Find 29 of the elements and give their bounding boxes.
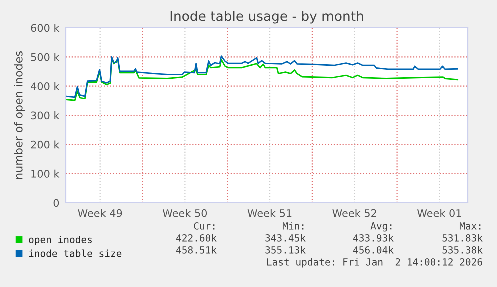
y-tick-label: 300 k xyxy=(31,112,60,120)
x-tick-label: Week 01 xyxy=(418,209,462,218)
text: 456.04k xyxy=(354,246,394,254)
text: Min: xyxy=(282,222,304,230)
text: Last update: Fri Jan 2 14:00:12 2026 xyxy=(267,258,482,268)
y-tick-label: 0 xyxy=(54,199,60,208)
x-tick-label: Week 50 xyxy=(162,209,208,218)
y-tick-label: 100 k xyxy=(32,170,60,178)
chart-title: Inode table usage - by month xyxy=(170,11,364,24)
text: 458.51k xyxy=(176,246,217,254)
text: 355.13k xyxy=(266,246,306,254)
text: Avg: xyxy=(370,222,392,232)
y-axis-title: number of open inodes xyxy=(14,52,25,179)
x-tick-label: Week 51 xyxy=(248,209,292,218)
text: 433.93k xyxy=(354,234,394,242)
x-tick-label: Week 52 xyxy=(332,209,376,218)
text: 422.60k xyxy=(176,234,217,242)
text: 531.83k xyxy=(442,234,483,242)
y-tick-label: 400 k xyxy=(31,82,60,90)
y-tick-label: 500 k xyxy=(31,53,60,62)
y-tick-label: 600 k xyxy=(31,24,60,32)
text: 343.45k xyxy=(266,234,306,242)
y-tick-label: 200 k xyxy=(31,140,60,149)
text: Cur: xyxy=(194,222,215,230)
legend-label: open inodes xyxy=(29,236,92,246)
x-tick-label: Week 49 xyxy=(78,209,122,218)
legend-label: inode table size xyxy=(29,250,122,258)
text: Max: xyxy=(460,222,481,230)
text: 535.38k xyxy=(442,246,483,254)
